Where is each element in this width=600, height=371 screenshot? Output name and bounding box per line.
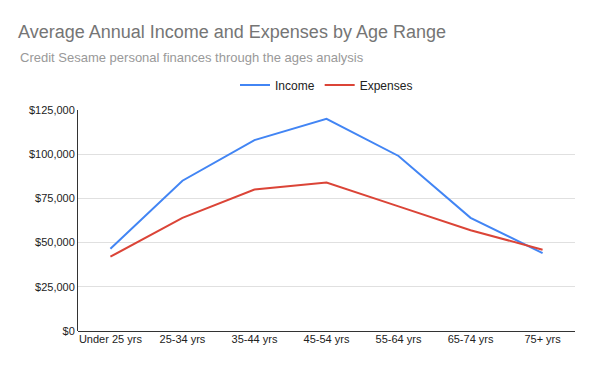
svg-text:$0: $0 bbox=[63, 325, 75, 337]
svg-text:Income: Income bbox=[275, 79, 315, 93]
svg-text:35-44 yrs: 35-44 yrs bbox=[232, 333, 278, 345]
svg-text:75+ yrs: 75+ yrs bbox=[524, 333, 561, 345]
svg-text:25-34 yrs: 25-34 yrs bbox=[160, 333, 206, 345]
svg-text:$75,000: $75,000 bbox=[35, 192, 75, 204]
svg-text:Expenses: Expenses bbox=[360, 79, 413, 93]
svg-text:$25,000: $25,000 bbox=[35, 281, 75, 293]
svg-text:65-74 yrs: 65-74 yrs bbox=[448, 333, 494, 345]
svg-text:Under 25 yrs: Under 25 yrs bbox=[79, 333, 142, 345]
svg-text:55-64 yrs: 55-64 yrs bbox=[376, 333, 422, 345]
svg-text:$50,000: $50,000 bbox=[35, 236, 75, 248]
svg-text:$125,000: $125,000 bbox=[29, 104, 75, 116]
svg-text:Credit Sesame personal finance: Credit Sesame personal finances through … bbox=[20, 50, 364, 65]
svg-text:45-54 yrs: 45-54 yrs bbox=[304, 333, 350, 345]
svg-text:$100,000: $100,000 bbox=[29, 148, 75, 160]
svg-text:Average Annual Income and Expe: Average Annual Income and Expenses by Ag… bbox=[18, 22, 446, 42]
